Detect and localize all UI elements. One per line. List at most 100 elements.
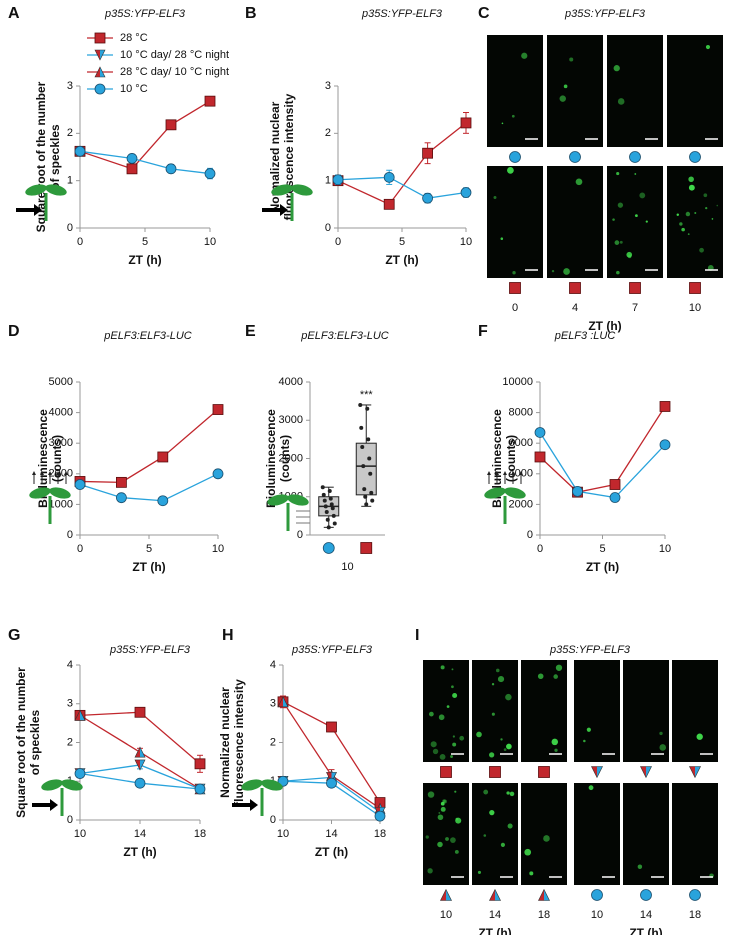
data-point — [572, 485, 583, 497]
speckle — [575, 178, 583, 186]
marker-circle — [569, 151, 581, 163]
speckle — [483, 834, 487, 837]
series-line — [539, 406, 666, 493]
series-line — [79, 473, 219, 502]
point — [364, 502, 369, 507]
speckle — [451, 685, 454, 689]
panel-letter: D — [8, 323, 20, 340]
y-tick-label: 4000 — [279, 376, 303, 388]
marker-circle — [165, 163, 177, 175]
glow-head — [56, 471, 60, 475]
speckle — [511, 114, 515, 118]
speckle — [637, 864, 643, 869]
chart-title: p35S:YFP-ELF3 — [564, 8, 646, 20]
speckle — [500, 738, 503, 741]
x-tick-label: 10 — [277, 828, 289, 840]
data-point — [74, 768, 86, 779]
data-point — [212, 404, 224, 415]
speckle — [507, 823, 513, 829]
point — [322, 498, 327, 503]
micrograph — [521, 660, 567, 762]
marker-circle — [460, 187, 472, 198]
speckle — [688, 176, 694, 183]
micrograph — [547, 166, 603, 278]
leaf — [504, 487, 526, 499]
marker-square — [422, 147, 434, 159]
glow-head — [487, 471, 491, 475]
arrow-head — [34, 204, 42, 216]
marker-outline — [94, 66, 106, 78]
marker-square — [629, 282, 641, 294]
marker-circle — [157, 495, 169, 507]
point — [362, 487, 367, 492]
micrograph — [547, 35, 603, 147]
speckle — [427, 791, 435, 798]
speckle — [452, 742, 457, 747]
data-point — [534, 427, 546, 438]
y-axis-label: Bioluminescence — [36, 409, 50, 508]
legend-marker — [94, 49, 106, 61]
micrograph — [667, 166, 723, 278]
y-tick-label: 4 — [67, 659, 73, 671]
speckle — [489, 809, 495, 816]
speckle — [450, 837, 456, 843]
condition-marker — [489, 888, 501, 901]
y-tick-label: 0 — [297, 529, 303, 541]
micrograph — [672, 783, 718, 885]
data-point — [534, 451, 546, 463]
data-point — [383, 198, 395, 210]
data-point — [126, 153, 138, 164]
speckle — [505, 693, 512, 701]
seedling-icon — [262, 184, 313, 221]
y-tick-label: 3000 — [279, 414, 303, 426]
marker-square — [94, 32, 106, 44]
speckle — [429, 711, 434, 717]
glow-head — [48, 471, 52, 475]
micrograph-bg — [472, 783, 518, 885]
micrograph-bg — [574, 783, 620, 885]
data-point — [277, 696, 289, 708]
point — [365, 406, 370, 411]
data-point — [74, 479, 86, 490]
micrograph-bg — [423, 660, 469, 762]
marker-outline — [134, 746, 146, 758]
seedling-icon — [232, 779, 283, 816]
condition-marker — [629, 151, 641, 163]
marker-circle — [591, 889, 603, 901]
speckle — [659, 744, 667, 751]
y-tick-label: 3000 — [49, 437, 73, 449]
marker-outline — [134, 759, 146, 771]
column-label: 14 — [640, 909, 652, 921]
condition-marker — [689, 889, 701, 901]
chart-title: p35S:YFP-ELF3 — [549, 644, 631, 656]
y-tick-label: 5000 — [49, 376, 73, 388]
speckle — [491, 683, 495, 686]
x-axis-label: ZT (h) — [588, 319, 621, 333]
legend-marker — [94, 66, 106, 78]
data-point — [460, 117, 472, 129]
marker-circle — [659, 439, 671, 451]
leaf — [267, 494, 289, 506]
speckle — [639, 192, 646, 199]
condition-marker — [629, 282, 641, 294]
speckle — [451, 668, 454, 671]
point — [366, 437, 371, 442]
speckle — [716, 204, 719, 207]
data-point — [460, 187, 472, 198]
y-tick-label: 10000 — [502, 376, 533, 388]
legend-label: 10 °C day/ 28 °C night — [120, 49, 229, 61]
marker-circle — [116, 492, 127, 504]
speckle — [616, 270, 620, 275]
y-axis-label: (counts) — [278, 435, 292, 482]
point — [326, 525, 331, 530]
column-label: 18 — [538, 909, 550, 921]
speckle — [563, 268, 570, 275]
y-tick-label: 3 — [67, 80, 73, 92]
column-label: 4 — [572, 302, 578, 314]
data-point — [165, 119, 177, 131]
condition-marker — [509, 282, 521, 294]
point — [327, 489, 332, 494]
x-tick-label: 10 — [659, 543, 671, 555]
x-tick-label: 0 — [77, 543, 83, 555]
speckle — [703, 193, 708, 198]
